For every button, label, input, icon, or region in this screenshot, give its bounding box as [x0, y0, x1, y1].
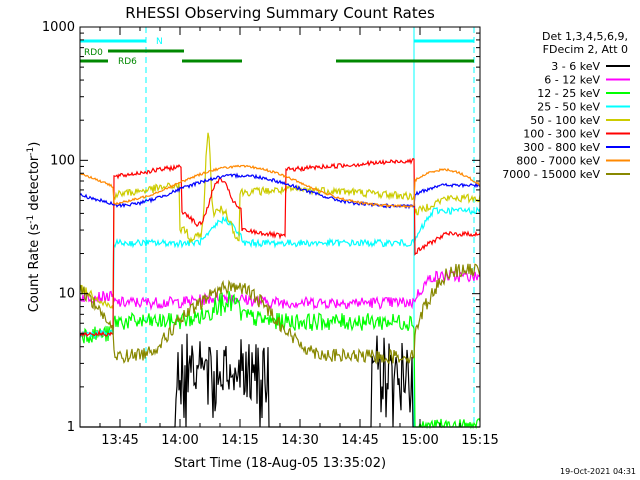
flag-label-rd6: RD6: [118, 57, 137, 67]
chart-title: RHESSI Observing Summary Count Rates: [125, 4, 435, 22]
legend-label: 100 - 300 keV: [523, 128, 600, 141]
y-tick-label: 1: [67, 420, 75, 435]
x-tick-label: 14:30: [281, 433, 318, 448]
x-tick-label: 15:15: [461, 433, 498, 448]
series-line-3: [79, 291, 481, 430]
legend-label: 12 - 25 keV: [537, 87, 600, 100]
legend: Det 1,3,4,5,6,9, FDecim 2, Att 0 3 - 6 k…: [502, 30, 630, 181]
legend-label: 3 - 6 keV: [551, 60, 600, 73]
series-line-7: [79, 172, 481, 210]
flag-label-n: N: [156, 37, 163, 47]
y-tick-label: 100: [50, 153, 75, 168]
x-axis: 13:45 14:00 14:15 14:30 14:45 15:00 15:15: [79, 27, 499, 448]
legend-header-line-2: FDecim 2, Att 0: [543, 43, 628, 56]
legend-label: 6 - 12 keV: [544, 74, 600, 87]
x-tick-label: 14:15: [221, 433, 258, 448]
legend-header-line-1: Det 1,3,4,5,6,9,: [542, 30, 628, 43]
legend-label: 7000 - 15000 keV: [502, 168, 600, 181]
series-line-1: [80, 333, 480, 428]
series-line-8: [79, 164, 480, 209]
plot-area: N RD0 RD6: [79, 27, 481, 430]
legend-label: 25 - 50 keV: [537, 101, 600, 114]
series-line-2: [79, 269, 481, 311]
x-tick-label: 13:45: [101, 433, 138, 448]
series-line-4: [79, 206, 481, 340]
legend-label: 50 - 100 keV: [530, 114, 600, 127]
timestamp: 19-Oct-2021 04:31: [560, 467, 636, 476]
y-tick-label: 1000: [42, 20, 75, 35]
series-line-6: [79, 157, 481, 338]
y-axis: 1 10 100 1000: [42, 20, 480, 435]
plot-frame: [79, 26, 481, 428]
x-axis-label: Start Time (18-Aug-05 13:35:02): [174, 456, 386, 471]
flag-label-rd0: RD0: [84, 48, 103, 58]
x-tick-label: 14:45: [341, 433, 378, 448]
y-tick-label: 10: [58, 287, 75, 302]
series-line-5: [79, 132, 481, 310]
y-axis-label: Count Rate (s-1 detector-1): [26, 142, 42, 313]
x-tick-label: 14:00: [161, 433, 198, 448]
legend-label: 300 - 800 keV: [523, 141, 600, 154]
legend-label: 800 - 7000 keV: [516, 155, 600, 168]
series-line-9: [79, 263, 481, 365]
x-tick-label: 15:00: [401, 433, 438, 448]
